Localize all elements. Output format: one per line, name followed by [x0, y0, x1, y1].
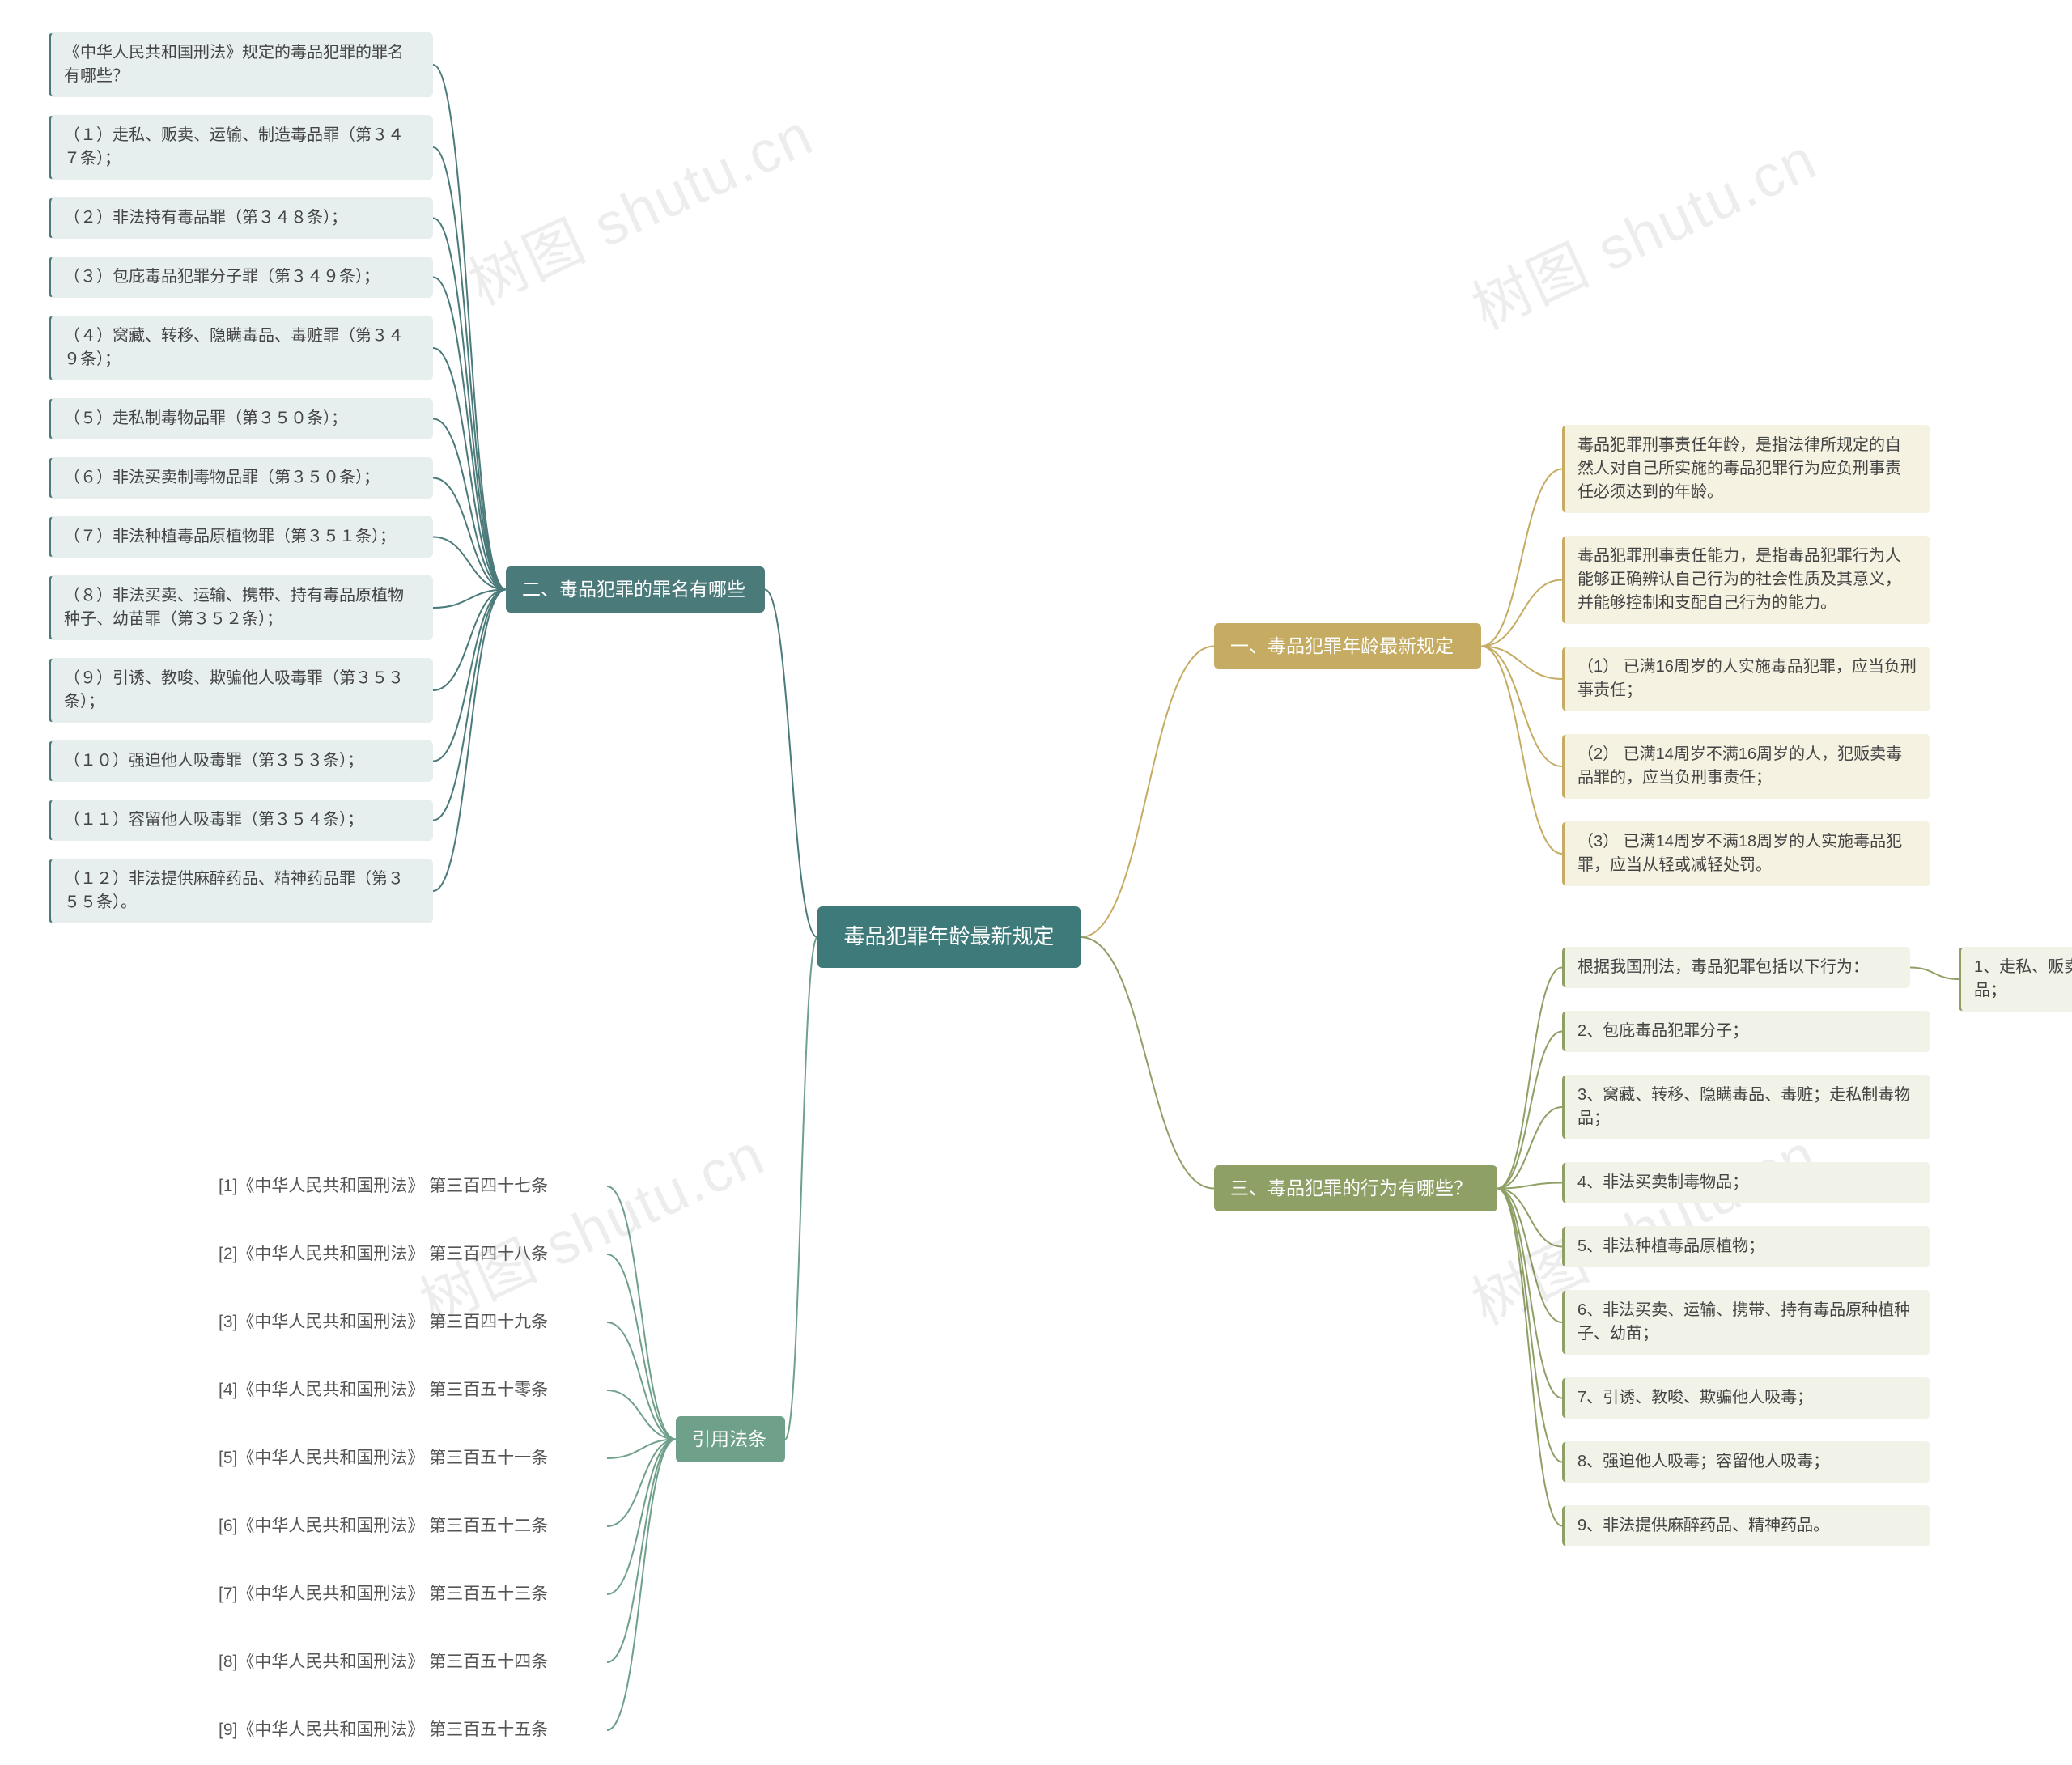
leaf-node: （3） 已满14周岁不满18周岁的人实施毒品犯罪，应当从轻或减轻处罚。: [1562, 821, 1930, 886]
leaf-node: （１０）强迫他人吸毒罪（第３５３条）；: [49, 740, 433, 782]
leaf-node: （５）走私制毒物品罪（第３５０条）；: [49, 398, 433, 439]
leaf-node: （３）包庇毒品犯罪分子罪（第３４９条）；: [49, 257, 433, 298]
leaf-node: （１１）容留他人吸毒罪（第３５４条）；: [49, 800, 433, 841]
section-3-extra: 1、走私、贩卖、运输、制造毒品；非法持有毒品；: [1959, 947, 2072, 1012]
law-citation: [1]《中华人民共和国刑法》 第三百四十七条: [219, 1169, 607, 1203]
leaf-node: （1） 已满16周岁的人实施毒品犯罪，应当负刑事责任；: [1562, 647, 1930, 711]
root-node: 毒品犯罪年龄最新规定: [817, 906, 1081, 968]
leaf-node: （６）非法买卖制毒物品罪（第３５０条）；: [49, 457, 433, 499]
leaf-node: 7、引诱、教唆、欺骗他人吸毒；: [1562, 1377, 1930, 1419]
leaf-node: （１）走私、贩卖、运输、制造毒品罪（第３４７条）；: [49, 115, 433, 180]
leaf-node: （2） 已满14周岁不满16周岁的人，犯贩卖毒品罪的，应当负刑事责任；: [1562, 734, 1930, 799]
leaf-node: （８）非法买卖、运输、携带、持有毒品原植物种子、幼苗罪（第３５２条）；: [49, 575, 433, 640]
leaf-node: （９）引诱、教唆、欺骗他人吸毒罪（第３５３条）；: [49, 658, 433, 723]
law-citation: [6]《中华人民共和国刑法》 第三百五十二条: [219, 1509, 607, 1543]
law-citation: [5]《中华人民共和国刑法》 第三百五十一条: [219, 1441, 607, 1475]
leaf-node: 4、非法买卖制毒物品；: [1562, 1162, 1930, 1203]
section-3: 三、毒品犯罪的行为有哪些？: [1214, 1165, 1497, 1211]
leaf-node: （４）窝藏、转移、隐瞒毒品、毒赃罪（第３４９条）；: [49, 316, 433, 380]
leaf-node: （２）非法持有毒品罪（第３４８条）；: [49, 197, 433, 239]
leaf-node: 6、非法买卖、运输、携带、持有毒品原种植种子、幼苗；: [1562, 1290, 1930, 1355]
leaf-node: 5、非法种植毒品原植物；: [1562, 1226, 1930, 1267]
leaf-node: 3、窝藏、转移、隐瞒毒品、毒赃；走私制毒物品；: [1562, 1075, 1930, 1139]
leaf-node: 毒品犯罪刑事责任能力，是指毒品犯罪行为人能够正确辨认自己行为的社会性质及其意义，…: [1562, 536, 1930, 624]
leaf-node: （７）非法种植毒品原植物罪（第３５１条）；: [49, 516, 433, 558]
section-1: 一、毒品犯罪年龄最新规定: [1214, 623, 1481, 669]
leaf-node: 9、非法提供麻醉药品、精神药品。: [1562, 1505, 1930, 1546]
leaf-node: 《中华人民共和国刑法》规定的毒品犯罪的罪名有哪些？: [49, 32, 433, 97]
leaf-node: 8、强迫他人吸毒；容留他人吸毒；: [1562, 1441, 1930, 1483]
leaf-node: 2、包庇毒品犯罪分子；: [1562, 1011, 1930, 1052]
law-citation: [2]《中华人民共和国刑法》 第三百四十八条: [219, 1237, 607, 1271]
law-citation: [4]《中华人民共和国刑法》 第三百五十零条: [219, 1373, 607, 1407]
law-citation: [9]《中华人民共和国刑法》 第三百五十五条: [219, 1713, 607, 1747]
law-citation: [3]《中华人民共和国刑法》 第三百四十九条: [219, 1305, 607, 1339]
law-citation: [8]《中华人民共和国刑法》 第三百五十四条: [219, 1645, 607, 1679]
leaf-node: 根据我国刑法，毒品犯罪包括以下行为：: [1562, 947, 1910, 988]
leaf-node: （１２）非法提供麻醉药品、精神药品罪（第３５５条）。: [49, 859, 433, 923]
laws-section: 引用法条: [676, 1416, 785, 1462]
law-citation: [7]《中华人民共和国刑法》 第三百五十三条: [219, 1577, 607, 1611]
section-2: 二、毒品犯罪的罪名有哪些: [506, 566, 765, 613]
leaf-node: 毒品犯罪刑事责任年龄，是指法律所规定的自然人对自己所实施的毒品犯罪行为应负刑事责…: [1562, 425, 1930, 513]
